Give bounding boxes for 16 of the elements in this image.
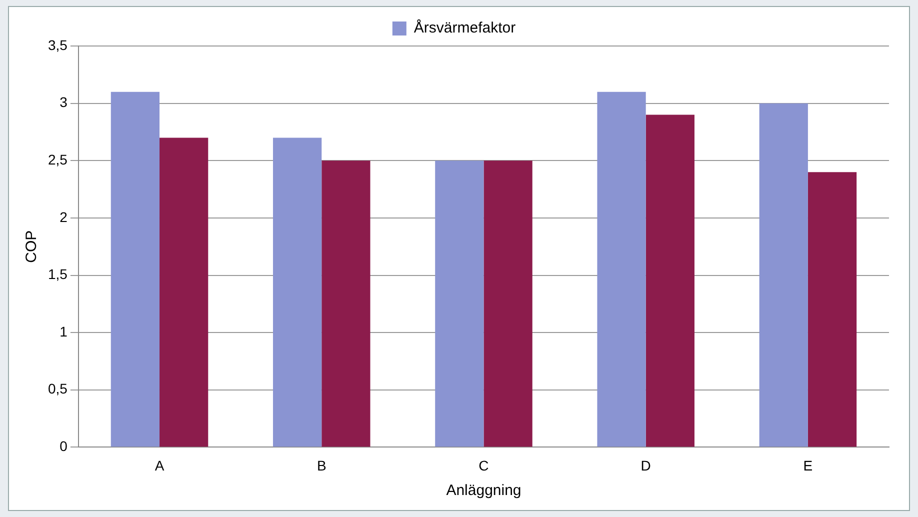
y-tick-label: 0 [60, 438, 68, 454]
y-tick-label: 1,5 [48, 266, 68, 282]
x-tick-label: D [640, 457, 651, 474]
y-axis-title: COP [23, 230, 40, 263]
y-tick-label: 3 [60, 94, 68, 110]
x-tick-label: E [803, 457, 813, 474]
y-tick-label: 2,5 [48, 151, 68, 168]
y-tick-label: 3,5 [48, 36, 68, 53]
legend-label: Årsvärmefaktor [414, 18, 516, 37]
x-tick-label: A [154, 457, 165, 474]
y-tick-label: 1 [60, 323, 68, 340]
x-tick-label: C [478, 457, 489, 474]
x-tick-label: B [316, 457, 326, 474]
y-tick-label: 0,5 [48, 380, 68, 397]
y-tick-label: 2 [60, 208, 68, 225]
x-axis-title: Anläggning [446, 482, 522, 500]
